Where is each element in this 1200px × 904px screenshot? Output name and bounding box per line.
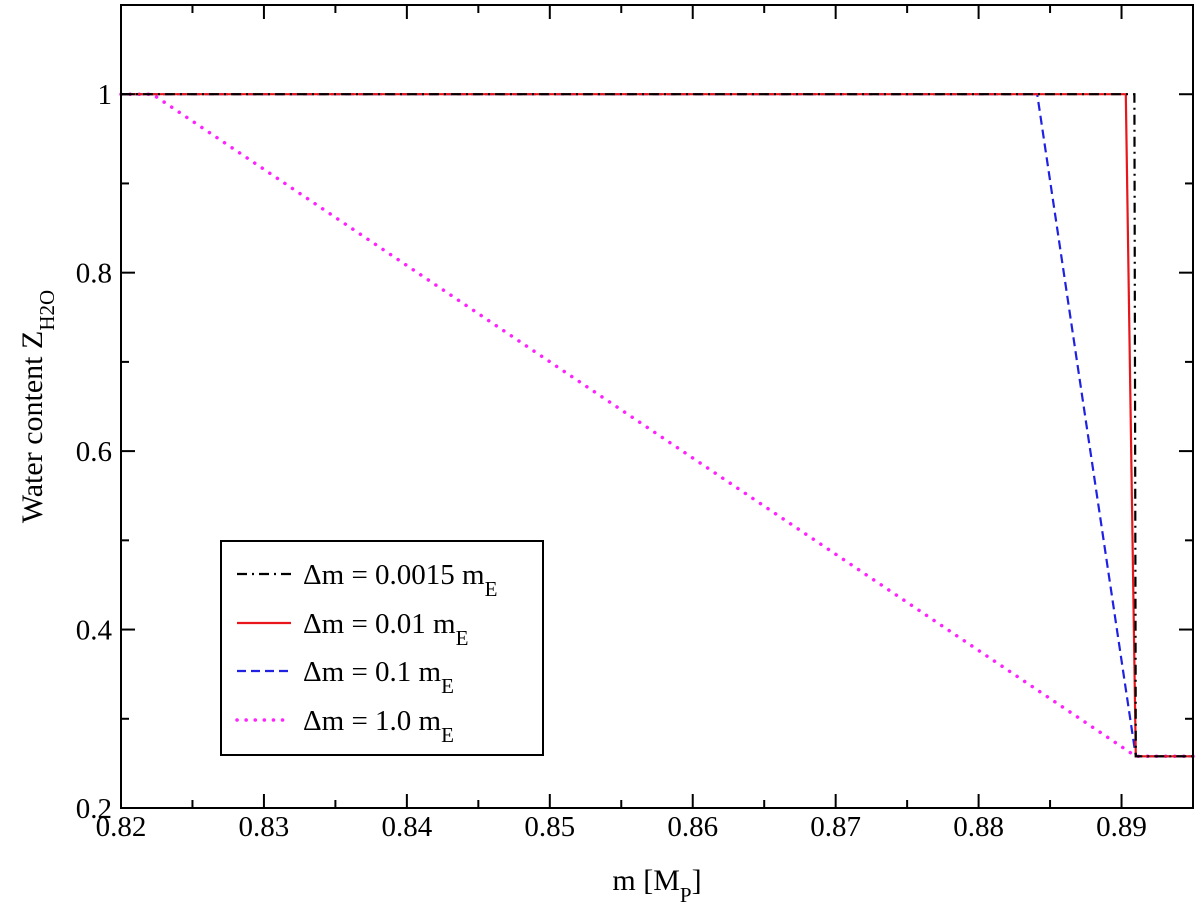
y-tick-label: 0.4 xyxy=(76,615,113,647)
legend-label-1: Δm = 0.0015 mE xyxy=(303,559,497,601)
legend-label-2: Δm = 0.01 mE xyxy=(303,608,468,650)
y-tick-label: 0.6 xyxy=(76,436,112,468)
legend-label-sub: E xyxy=(456,626,469,650)
series-line-1 xyxy=(121,93,1193,758)
x-tick-label: 0.85 xyxy=(524,811,575,843)
x-tick-label: 0.86 xyxy=(667,811,718,843)
y-tick-label: 0.8 xyxy=(76,258,112,290)
plot-frame xyxy=(120,4,1194,809)
y-axis-label-sub: H2O xyxy=(35,290,59,331)
legend-label-main: Δm = 1.0 m xyxy=(303,705,442,737)
legend-label-3: Δm = 0.1 mE xyxy=(303,656,454,698)
x-axis-label: m [MP] xyxy=(612,864,701,904)
legend-label-main: Δm = 0.0015 m xyxy=(303,559,485,591)
legend-label-main: Δm = 0.1 m xyxy=(303,656,442,688)
series-line-2 xyxy=(121,93,1193,758)
series-layer xyxy=(119,92,1195,759)
y-axis-label: Water content ZH2O xyxy=(16,290,59,523)
x-tick-label: 0.87 xyxy=(810,811,861,843)
x-axis-label-sub: P xyxy=(680,883,692,904)
legend-label-4: Δm = 1.0 mE xyxy=(303,705,454,747)
y-tick-label: 0.2 xyxy=(76,793,112,825)
legend-label-sub: E xyxy=(485,577,498,601)
x-tick-label: 0.83 xyxy=(239,811,290,843)
x-tick-label: 0.84 xyxy=(381,811,432,843)
legend-label-sub: E xyxy=(441,723,454,747)
x-axis-label-end: ] xyxy=(692,864,702,897)
legend-label-sub: E xyxy=(441,674,454,698)
x-axis-label-main: m [M xyxy=(612,864,680,897)
y-tick-label: 1 xyxy=(98,79,113,111)
x-tick-label: 0.88 xyxy=(953,811,1004,843)
legend-label-main: Δm = 0.01 m xyxy=(303,608,456,640)
x-tick-label: 0.89 xyxy=(1096,811,1147,843)
axes-layer: 0.82 0.83 0.84 0.85 0.86 0.87 0.88 0.89 0.2 0.4 0.… xyxy=(16,4,1194,904)
x-tick-label: 0.82 xyxy=(96,811,147,843)
y-axis-label-main: Water content Z xyxy=(16,331,49,524)
